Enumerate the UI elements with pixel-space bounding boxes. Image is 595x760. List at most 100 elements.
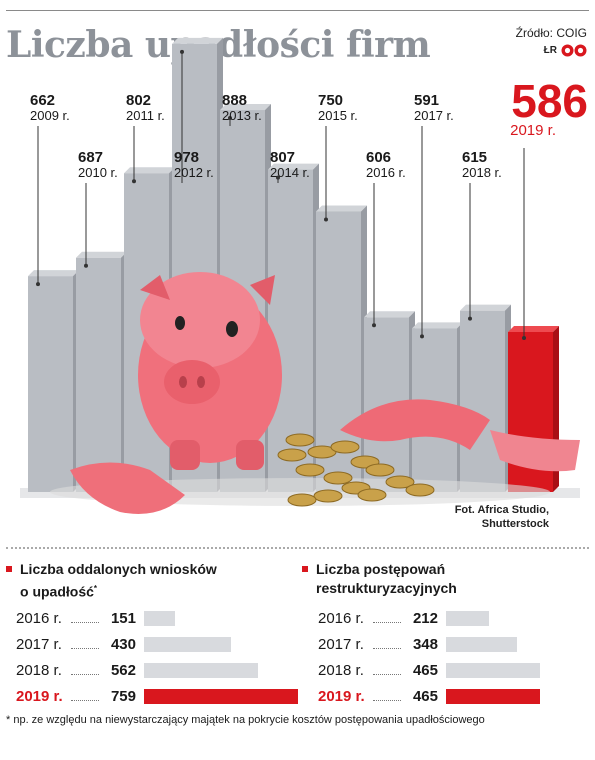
row-year: 2018 r. [16, 661, 62, 679]
bar-top [316, 205, 367, 212]
leader-dot [228, 116, 232, 121]
coin-icon [405, 483, 435, 497]
rp-logo-icon [561, 44, 587, 57]
dot-leader [71, 699, 99, 701]
photo-credit-line-2: Shutterstock [481, 518, 549, 530]
row-value: 348 [412, 635, 438, 653]
panel-right-title: Liczba postępowań restrukturyzacyjnych [302, 560, 457, 598]
coin-icon [365, 463, 395, 477]
coin-icon [357, 488, 387, 502]
pig-head-icon [140, 272, 260, 368]
leader-dot [324, 217, 328, 222]
list-item: 2017 r. 430 [16, 634, 231, 654]
row-value: 151 [110, 609, 136, 627]
row-year: 2019 r. [16, 687, 63, 705]
red-square-icon [6, 566, 12, 572]
coin-icon [287, 493, 317, 507]
row-year: 2017 r. [318, 635, 364, 653]
leader-dot [180, 49, 184, 54]
shard-icon [490, 430, 580, 472]
highlight-value-label: 586 [511, 75, 588, 127]
leader-dot [36, 282, 40, 287]
section-divider [6, 547, 589, 549]
leader-dot [132, 179, 136, 184]
row-year: 2016 r. [318, 609, 364, 627]
coin-icon [323, 471, 353, 485]
leader-dot [84, 263, 88, 268]
list-item: 2017 r. 348 [318, 634, 517, 654]
year-label: 2018 r. [462, 165, 502, 180]
leader-dot [372, 323, 376, 328]
leader-dot [276, 175, 280, 180]
dot-leader [373, 673, 401, 675]
source-label: Źródło: COIG [515, 26, 587, 40]
pig-ear-icon [140, 275, 170, 300]
coin-icon [277, 448, 307, 462]
row-value: 465 [412, 687, 438, 705]
pig-nostril-icon [197, 376, 205, 388]
leader-dot [468, 316, 472, 321]
row-value: 562 [110, 661, 136, 679]
row-bar [144, 688, 298, 704]
value-label: 687 [78, 149, 103, 166]
value-label: 802 [126, 92, 151, 109]
logo-text: ŁR [543, 45, 557, 56]
dot-leader [373, 647, 401, 649]
year-label: 2017 r. [414, 108, 454, 123]
footnote-mark: * [93, 584, 98, 593]
pig-nostril-icon [179, 376, 187, 388]
footnote: * np. ze względu na niewystarczający maj… [6, 714, 485, 726]
bar-2018 [460, 310, 505, 492]
dot-leader [373, 699, 401, 701]
row-bar [446, 636, 517, 652]
row-bar [446, 688, 540, 704]
row-year: 2019 r. [318, 687, 365, 705]
list-item: 2018 r. 465 [318, 660, 540, 680]
piggy-bank-illustration [50, 272, 580, 514]
panel-left-title-line2: o upadłość [20, 583, 94, 600]
pig-ear-icon [250, 275, 275, 305]
shard-icon [70, 462, 185, 514]
row-year: 2018 r. [318, 661, 364, 679]
panel-right-title-line2: restrukturyzacyjnych [316, 580, 457, 596]
value-label: 615 [462, 149, 487, 166]
dot-leader [71, 647, 99, 649]
row-bar [144, 636, 231, 652]
list-item: 2016 r. 212 [318, 608, 489, 628]
pig-leg-icon [236, 440, 264, 470]
year-label: 2013 r. [222, 108, 262, 123]
photo-credit-line-1: Fot. Africa Studio, [454, 504, 549, 516]
list-item: 2018 r. 562 [16, 660, 258, 680]
bar-top [28, 270, 79, 277]
pig-snout-icon [164, 360, 220, 404]
dot-leader [71, 621, 99, 623]
bar-top [220, 104, 271, 111]
dot-leader [71, 673, 99, 675]
row-value: 430 [110, 635, 136, 653]
pig-eye-icon [226, 321, 238, 337]
value-label: 978 [174, 149, 199, 166]
value-label: 591 [414, 92, 439, 109]
coin-icon [313, 489, 343, 503]
value-label: 807 [270, 149, 295, 166]
value-label: 750 [318, 92, 343, 109]
coin-icon [385, 475, 415, 489]
list-item: 2016 r. 151 [16, 608, 175, 628]
year-label: 2009 r. [30, 108, 70, 123]
row-bar [144, 610, 175, 626]
value-label: 888 [222, 92, 247, 109]
year-label: 2010 r. [78, 165, 118, 180]
bar-top [412, 322, 463, 329]
pig-leg-icon [170, 440, 200, 470]
bar-top [76, 251, 127, 258]
bar-top [460, 304, 511, 311]
bar-top [172, 37, 223, 44]
bar-top [508, 326, 559, 332]
row-year: 2017 r. [16, 635, 62, 653]
red-square-icon [302, 566, 308, 572]
year-label: 2012 r. [174, 165, 214, 180]
row-bar [144, 662, 258, 678]
shard-icon [340, 399, 490, 450]
bar-2010 [76, 257, 121, 492]
